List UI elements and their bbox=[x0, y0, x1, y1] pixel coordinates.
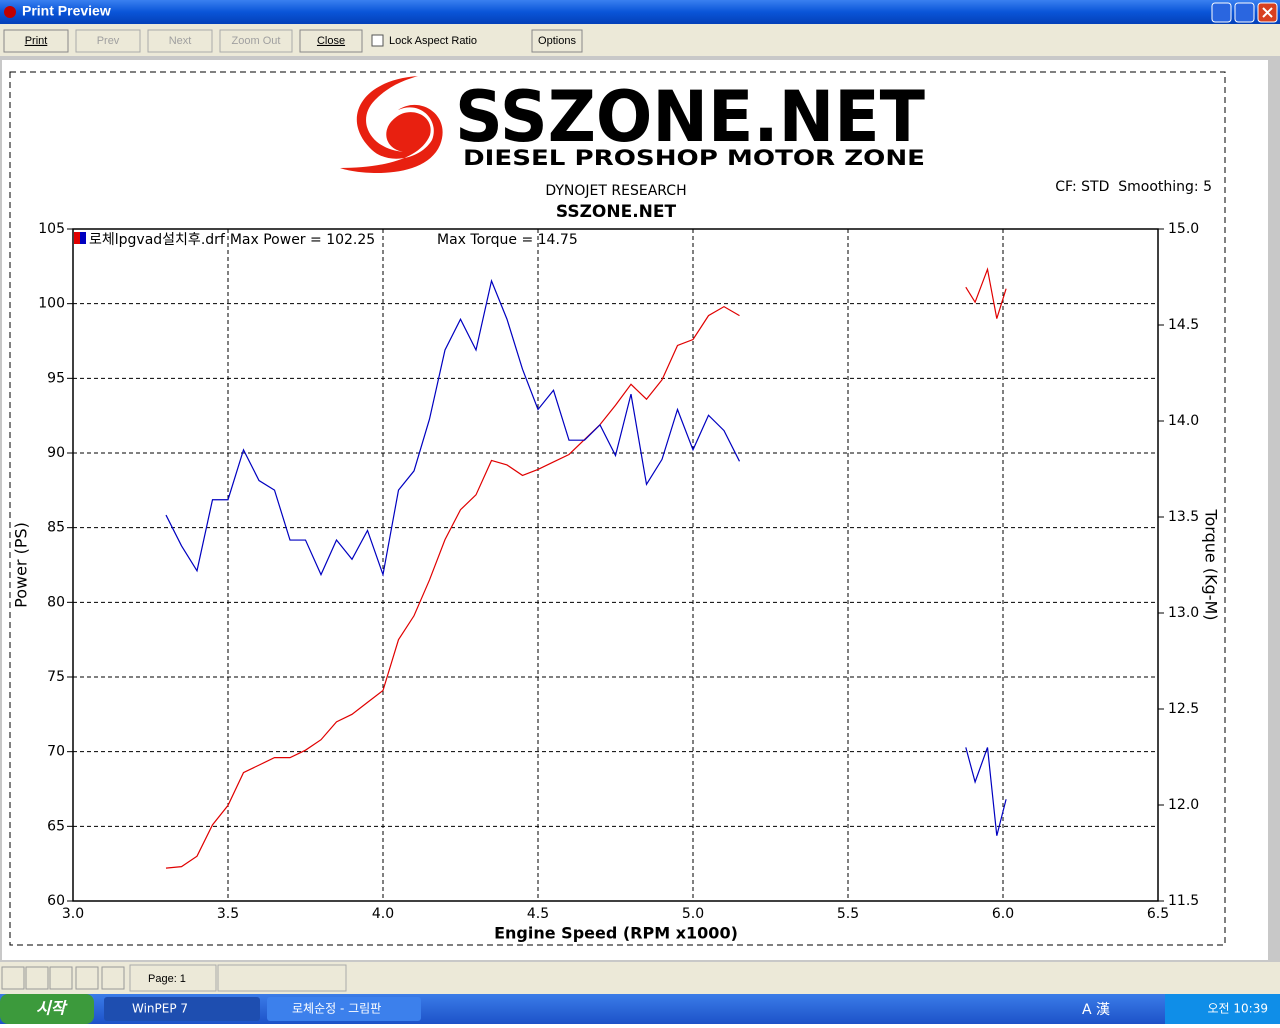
series-line bbox=[165, 278, 1007, 836]
y2-tick-label: 13.5 bbox=[1168, 509, 1199, 525]
logo: SSZONE.NET DIESEL PROSHOP MOTOR ZONE bbox=[340, 76, 925, 174]
logo-name: SSZONE.NET bbox=[455, 76, 925, 158]
y2-tick-label: 12.0 bbox=[1168, 797, 1199, 813]
y2-tick-label: 14.0 bbox=[1168, 413, 1199, 429]
status-panel bbox=[217, 964, 347, 992]
button-label: Next bbox=[169, 35, 192, 47]
chart-subtitle: DYNOJET RESEARCH bbox=[545, 183, 686, 199]
toolbar-buttons: Print Prev Next Zoom Out Close Lock Aspe… bbox=[3, 29, 583, 53]
task-label: WinPEP 7 bbox=[132, 1002, 188, 1016]
start-label: 시작 bbox=[36, 999, 68, 1018]
y-tick-label: 70 bbox=[47, 744, 65, 760]
series-line bbox=[165, 267, 1007, 869]
button-label: Print bbox=[25, 35, 48, 47]
first-page-button[interactable] bbox=[1, 966, 25, 990]
button-label: Zoom Out bbox=[232, 35, 281, 47]
window-title: Print Preview bbox=[22, 3, 111, 19]
status-bar bbox=[0, 962, 1280, 994]
toolbar bbox=[0, 24, 1280, 56]
annotation: Max Torque = 14.75 bbox=[437, 232, 578, 248]
last-page-button[interactable] bbox=[75, 966, 99, 990]
button-label: Options bbox=[538, 35, 576, 47]
x-axis-label: Engine Speed (RPM x1000) bbox=[494, 924, 738, 943]
task-label: 로체순정 - 그림판 bbox=[292, 1002, 381, 1016]
y2-tick-label: 14.5 bbox=[1168, 317, 1199, 333]
minimize-button[interactable] bbox=[1211, 2, 1232, 23]
x-tick-label: 5.0 bbox=[682, 906, 704, 922]
x-tick-label: 3.5 bbox=[217, 906, 239, 922]
plot-frame bbox=[72, 228, 1159, 902]
prev-page-button[interactable] bbox=[25, 966, 49, 990]
y-tick-label: 90 bbox=[47, 445, 65, 461]
app-icon bbox=[4, 6, 16, 18]
chart-info: CF: STD Smoothing: 5 bbox=[1055, 179, 1212, 195]
legend-swatch bbox=[80, 232, 86, 244]
options-button[interactable] bbox=[531, 29, 583, 53]
button-label: Close bbox=[317, 35, 345, 47]
checkbox-label: Lock Aspect Ratio bbox=[389, 35, 477, 47]
x-tick-label: 4.5 bbox=[527, 906, 549, 922]
task-button[interactable] bbox=[267, 997, 421, 1021]
ime-indicator: A 漢 bbox=[1082, 1002, 1110, 1018]
annotation: Max Power = 102.25 bbox=[230, 232, 375, 248]
y2-axis-label: Torque (Kg-M) bbox=[1202, 508, 1221, 620]
y-tick-label: 65 bbox=[47, 818, 65, 834]
plot: 3.0 3.5 4.0 4.5 5.0 5.5 6.0 6.5 60 65 70 75 80 85 90 95… bbox=[38, 221, 1199, 922]
x-tick-label: 4.0 bbox=[372, 906, 394, 922]
next-page-button[interactable] bbox=[49, 966, 73, 990]
x-tick-label: 6.0 bbox=[992, 906, 1014, 922]
legend-text: 로체lpgvad설치후.drf Max Power = 102.25 bbox=[89, 232, 375, 248]
y2-tick-label: 11.5 bbox=[1168, 893, 1199, 909]
y-tick-label: 85 bbox=[47, 520, 65, 536]
button-label: Prev bbox=[97, 35, 120, 47]
legend-swatch bbox=[74, 232, 80, 244]
lock-aspect-checkbox[interactable] bbox=[371, 34, 384, 47]
close-button[interactable] bbox=[299, 29, 363, 53]
y-axis-label: Power (PS) bbox=[12, 522, 31, 608]
x-tick-label: 3.0 bbox=[62, 906, 84, 922]
y2-tick-label: 13.0 bbox=[1168, 605, 1199, 621]
prev-button[interactable] bbox=[75, 29, 141, 53]
clock: 오전 10:39 bbox=[1208, 1002, 1268, 1016]
maximize-button[interactable] bbox=[1234, 2, 1255, 23]
next-button[interactable] bbox=[147, 29, 213, 53]
task-button[interactable] bbox=[104, 997, 260, 1021]
page-indicator: Page: 1 bbox=[148, 973, 186, 985]
zoom-out-button[interactable] bbox=[219, 29, 293, 53]
page-nav bbox=[1, 966, 125, 990]
y-tick-label: 75 bbox=[47, 669, 65, 685]
y2-tick-label: 12.5 bbox=[1168, 701, 1199, 717]
system-tray bbox=[1165, 994, 1280, 1024]
y-tick-label: 80 bbox=[47, 594, 65, 610]
y-tick-label: 105 bbox=[38, 221, 65, 237]
y2-tick-label: 15.0 bbox=[1168, 221, 1199, 237]
logo-tagline: DIESEL PROSHOP MOTOR ZONE bbox=[463, 146, 925, 170]
close-icon bbox=[1262, 7, 1273, 18]
goto-page-button[interactable] bbox=[101, 966, 125, 990]
title-bar bbox=[0, 0, 1280, 24]
x-tick-label: 5.5 bbox=[837, 906, 859, 922]
y-tick-label: 100 bbox=[38, 296, 65, 312]
legend-name: 로체lpgvad설치후.drf bbox=[89, 232, 226, 248]
page-panel bbox=[129, 964, 217, 992]
y-tick-label: 60 bbox=[47, 893, 65, 909]
chart-title: SSZONE.NET bbox=[556, 202, 677, 222]
logo-swirl bbox=[340, 76, 443, 174]
x-tick-label: 6.5 bbox=[1147, 906, 1169, 922]
y-tick-label: 95 bbox=[47, 370, 65, 386]
start-button[interactable] bbox=[0, 994, 94, 1024]
page-margin bbox=[9, 71, 1226, 946]
print-button[interactable] bbox=[3, 29, 69, 53]
